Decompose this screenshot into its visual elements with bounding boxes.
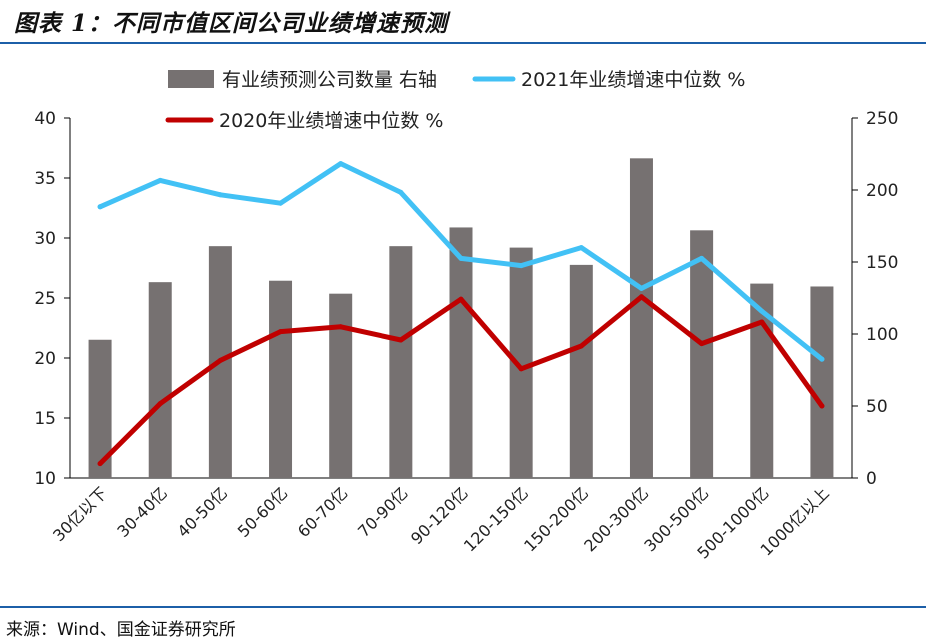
point-2020-growth — [518, 366, 524, 372]
bar-company-count — [690, 230, 714, 478]
point-2020-growth — [97, 461, 103, 467]
x-tick-label: 200-300亿 — [580, 483, 652, 555]
right-tick-label: 0 — [866, 469, 877, 489]
point-2020-growth — [278, 329, 284, 335]
point-2021-growth — [398, 189, 404, 195]
top-rule — [0, 42, 926, 44]
legend-label-2020: 2020年业绩增速中位数 % — [219, 110, 443, 132]
point-2021-growth — [217, 192, 223, 198]
x-tick-label: 30亿以下 — [49, 483, 111, 545]
point-2021-growth — [759, 308, 765, 314]
left-tick-label: 40 — [34, 109, 56, 129]
point-2021-growth — [819, 356, 825, 362]
left-tick-label: 30 — [34, 229, 56, 249]
left-tick-label: 25 — [34, 289, 56, 309]
bottom-rule — [0, 606, 926, 608]
chart-canvas: 有业绩预测公司数量 右轴 2021年业绩增速中位数 % 2020年业绩增速中位数… — [34, 69, 898, 563]
bar-company-count — [389, 246, 413, 478]
point-2021-growth — [458, 255, 464, 261]
bar-company-count — [629, 158, 653, 478]
bar-company-count — [88, 339, 112, 478]
point-2021-growth — [157, 177, 163, 183]
legend: 有业绩预测公司数量 右轴 2021年业绩增速中位数 % 2020年业绩增速中位数… — [165, 69, 745, 132]
x-tick-label: 60-70亿 — [294, 483, 352, 541]
point-2020-growth — [638, 294, 644, 300]
x-tick-label: 30-40亿 — [113, 483, 171, 541]
bar-company-count — [569, 264, 593, 478]
x-tick-label: 70-90亿 — [354, 483, 412, 541]
right-tick-label: 50 — [866, 397, 888, 417]
bar-company-count — [148, 282, 172, 478]
legend-label-2021: 2021年业绩增速中位数 % — [521, 69, 745, 91]
bar-company-count — [449, 227, 473, 478]
point-2020-growth — [157, 401, 163, 407]
right-tick-label: 150 — [866, 253, 898, 273]
point-2020-growth — [819, 403, 825, 409]
point-2020-growth — [458, 296, 464, 302]
x-tick-label: 40-50亿 — [174, 483, 232, 541]
left-tick-label: 15 — [34, 409, 56, 429]
point-2020-growth — [578, 343, 584, 349]
bar-company-count — [509, 247, 533, 478]
point-2021-growth — [578, 245, 584, 251]
point-2020-growth — [217, 357, 223, 363]
point-2021-growth — [638, 285, 644, 291]
right-tick-label: 200 — [866, 181, 898, 201]
x-tick-label: 50-60亿 — [234, 483, 292, 541]
point-2020-growth — [398, 337, 404, 343]
right-tick-label: 250 — [866, 109, 898, 129]
point-2021-growth — [278, 200, 284, 206]
point-2021-growth — [699, 255, 705, 261]
legend-label-bars: 有业绩预测公司数量 右轴 — [222, 69, 437, 91]
bar-company-count — [329, 293, 353, 478]
source-note: 来源：Wind、国金证券研究所 — [6, 620, 236, 640]
left-tick-label: 10 — [34, 469, 56, 489]
point-2021-growth — [518, 263, 524, 269]
point-2020-growth — [759, 319, 765, 325]
x-tick-label: 150-200亿 — [520, 483, 592, 555]
chart-title: 图表 1：不同市值区间公司业绩增速预测 — [14, 10, 449, 37]
bar-company-count — [269, 280, 293, 478]
left-tick-label: 20 — [34, 349, 56, 369]
point-2021-growth — [97, 204, 103, 210]
point-2020-growth — [699, 341, 705, 347]
bar-company-count — [810, 286, 834, 478]
right-tick-label: 100 — [866, 325, 898, 345]
x-tick-label: 120-150亿 — [460, 483, 532, 555]
left-tick-label: 35 — [34, 169, 56, 189]
point-2020-growth — [338, 324, 344, 330]
point-2021-growth — [338, 161, 344, 167]
legend-swatch-bars — [168, 70, 214, 88]
